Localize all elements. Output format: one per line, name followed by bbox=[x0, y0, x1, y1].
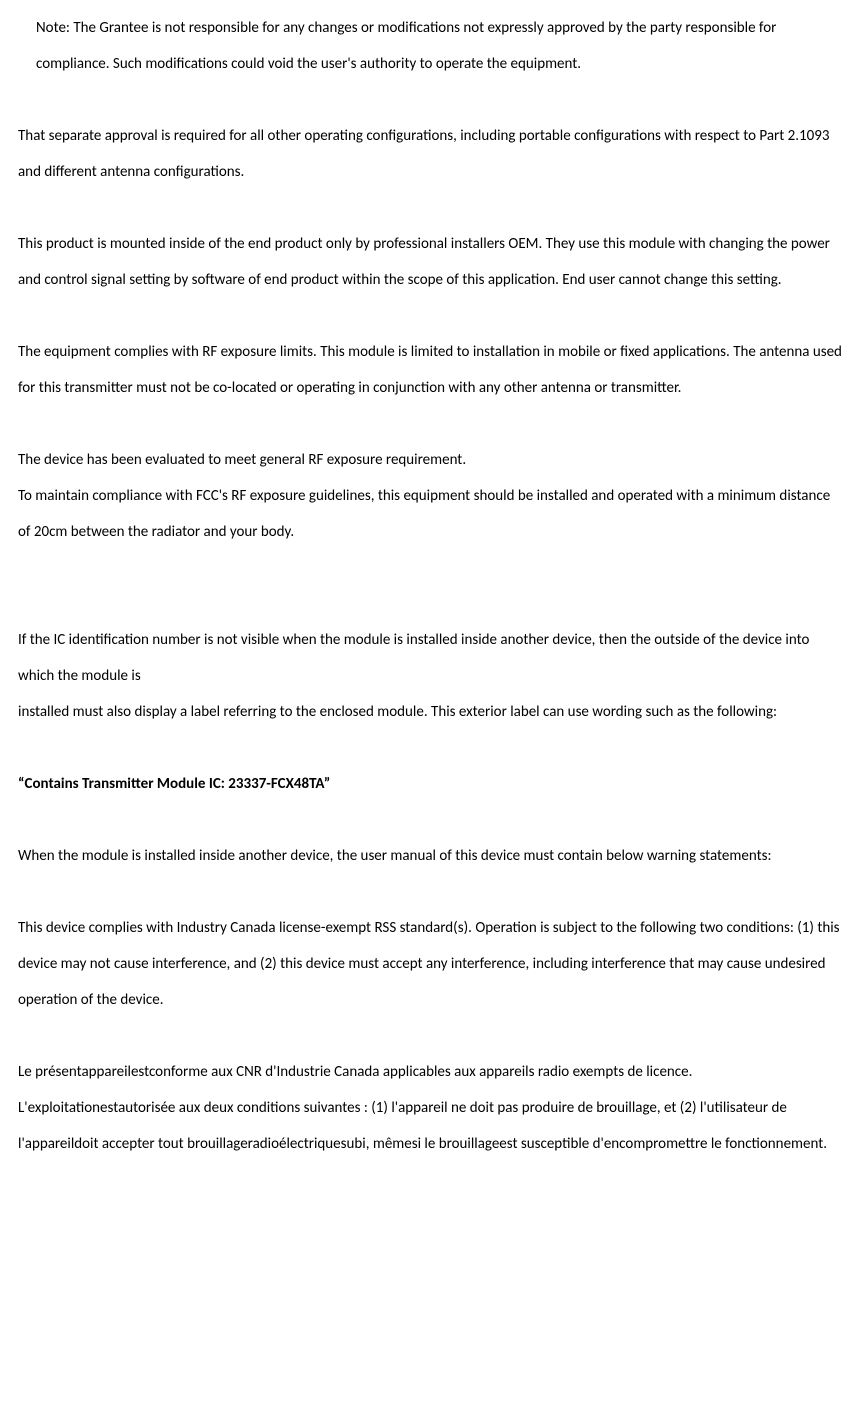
spacer bbox=[18, 730, 843, 766]
paragraph-rf-eval-a: The device has been evaluated to meet ge… bbox=[18, 442, 843, 478]
bold-transmitter-label: “Contains Transmitter Module IC: 23337-F… bbox=[18, 766, 843, 802]
spacer bbox=[18, 190, 843, 226]
spacer bbox=[18, 586, 843, 622]
paragraph-rf-limits: The equipment complies with RF exposure … bbox=[18, 334, 843, 406]
spacer bbox=[18, 1018, 843, 1054]
paragraph-ic-english: This device complies with Industry Canad… bbox=[18, 910, 843, 1018]
paragraph-approval: That separate approval is required for a… bbox=[18, 118, 843, 190]
note-paragraph: Note: The Grantee is not responsible for… bbox=[18, 10, 843, 82]
spacer bbox=[18, 298, 843, 334]
paragraph-manual-warning: When the module is installed inside anot… bbox=[18, 838, 843, 874]
paragraph-ic-label-a: If the IC identification number is not v… bbox=[18, 622, 843, 694]
spacer bbox=[18, 802, 843, 838]
paragraph-installer: This product is mounted inside of the en… bbox=[18, 226, 843, 298]
paragraph-ic-label-b: installed must also display a label refe… bbox=[18, 694, 843, 730]
spacer bbox=[18, 874, 843, 910]
spacer bbox=[18, 406, 843, 442]
spacer bbox=[18, 82, 843, 118]
spacer bbox=[18, 550, 843, 586]
paragraph-ic-french: Le présentappareilestconforme aux CNR d'… bbox=[18, 1054, 843, 1162]
paragraph-rf-eval-b: To maintain compliance with FCC's RF exp… bbox=[18, 478, 843, 550]
